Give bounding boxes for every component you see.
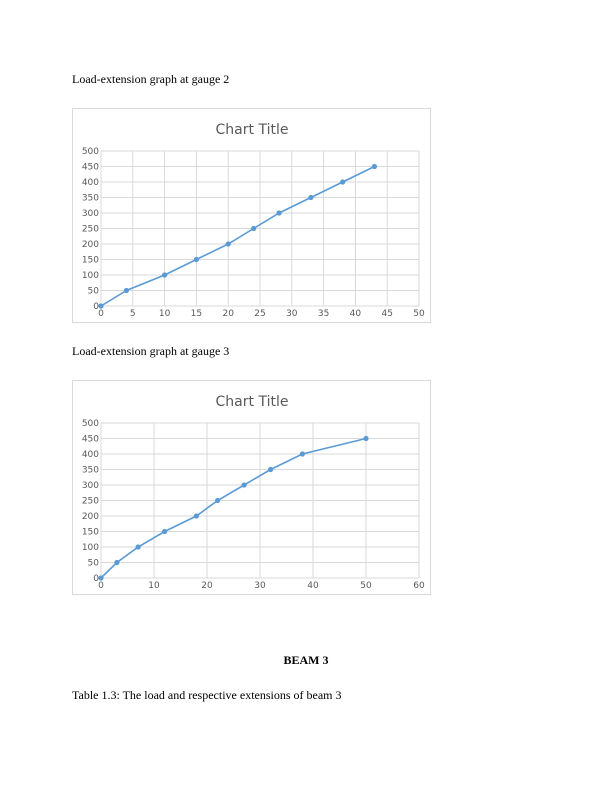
data-point-marker [98,575,104,581]
data-point-marker [276,210,282,216]
y-tick-label: 400 [82,178,99,188]
data-point-marker [162,272,168,278]
data-point-marker [98,303,104,309]
chart-title: Chart Title [216,394,289,410]
y-tick-label: 150 [82,256,99,266]
y-tick-label: 350 [82,194,99,204]
x-tick-label: 40 [350,309,362,319]
x-tick-label: 10 [159,309,171,319]
x-tick-label: 35 [318,309,329,319]
y-tick-label: 500 [82,419,99,429]
section-heading: BEAM 3 [283,653,329,667]
y-tick-label: 300 [82,481,99,491]
y-tick-label: 350 [82,466,99,476]
data-point-marker [268,466,274,473]
data-point-marker [363,435,369,442]
x-tick-label: 50 [360,581,372,591]
x-tick-label: 0 [98,581,104,591]
data-point-marker [340,179,346,185]
data-point-marker [251,225,257,232]
y-tick-label: 300 [82,209,99,219]
table-caption: Table 1.3: The load and respective exten… [72,688,342,702]
x-tick-label: 40 [307,581,319,591]
y-tick-label: 500 [82,147,99,157]
data-point-marker [193,256,199,263]
data-point-marker [371,163,378,170]
x-tick-label: 30 [286,309,298,319]
y-tick-label: 150 [82,528,99,538]
x-tick-label: 10 [148,581,160,591]
data-point-marker [308,194,314,201]
data-point-marker [162,528,168,535]
y-tick-label: 450 [82,163,99,173]
chart-gauge-3: Chart Title 0 50 100 150 200 250 300 350 400 450 50… [72,380,431,595]
x-tick-label: 45 [381,309,392,319]
x-tick-label: 50 [413,309,425,319]
y-tick-label: 0 [93,574,99,584]
data-point-marker [135,544,141,550]
chart-title: Chart Title [216,122,289,138]
x-tick-label: 25 [254,309,265,319]
y-tick-label: 50 [88,287,100,297]
data-point-marker [225,241,231,247]
y-tick-label: 200 [82,240,99,250]
data-point-marker [193,513,199,519]
caption-gauge-2: Load-extension graph at gauge 2 [72,72,230,86]
x-tick-label: 20 [222,309,234,319]
y-tick-label: 200 [82,512,99,522]
data-point-marker [215,497,221,504]
y-tick-label: 0 [93,302,99,312]
data-point-marker [123,287,130,294]
y-tick-label: 100 [82,271,99,281]
chart-svg: Chart Title05010015020025030035040045050… [82,394,425,591]
y-tick-label: 250 [82,225,99,235]
caption-gauge-3: Load-extension graph at gauge 3 [72,344,230,358]
y-tick-label: 100 [82,543,99,553]
y-tick-label: 400 [82,450,99,460]
y-tick-label: 250 [82,497,99,507]
y-tick-label: 450 [82,435,99,445]
data-point-marker [299,451,305,457]
x-tick-label: 60 [413,581,425,591]
series-line [100,165,375,307]
x-tick-label: 20 [201,581,213,591]
x-tick-label: 15 [191,309,202,319]
series-line [100,437,367,579]
data-point-marker [114,559,120,566]
chart-svg: Chart Title05010015020025030035040045050… [82,122,425,319]
chart-gauge-2: Chart Title 0 50 100 150 200 250 300 350 400 450 50… [72,108,431,323]
x-tick-label: 30 [254,581,266,591]
x-tick-label: 5 [130,309,136,319]
data-point-marker [241,482,247,488]
y-tick-label: 50 [88,559,100,569]
x-tick-label: 0 [98,309,104,319]
